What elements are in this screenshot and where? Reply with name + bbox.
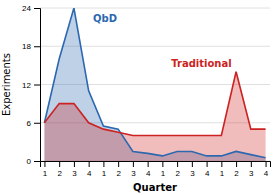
tick-mark (34, 161, 40, 162)
tick: 12 (22, 81, 40, 90)
tick-mark (118, 161, 119, 167)
marks (44, 8, 265, 161)
tick: 1 (161, 161, 166, 178)
tick-label: 4 (205, 169, 210, 178)
tick-mark (251, 161, 252, 167)
plot: 123412341234123406121824QbDTraditional (22, 4, 270, 178)
tick-label: 2 (57, 169, 62, 178)
tick-mark (221, 161, 222, 167)
tick-label: 4 (146, 169, 151, 178)
tick: 1 (220, 161, 225, 178)
tick: 4 (264, 161, 269, 178)
tick: 4 (146, 161, 151, 178)
tick: 3 (72, 161, 77, 178)
x-axis: 1234123412341234 (41, 161, 271, 178)
tick-mark (148, 161, 149, 167)
y-axis: 0 6 12 18 24 (22, 4, 40, 166)
area (44, 72, 265, 161)
tick-label: 3 (72, 169, 77, 178)
tick-label: 12 (22, 81, 31, 90)
tick: 2 (175, 161, 180, 178)
tick: 2 (57, 161, 62, 178)
tick: 4 (87, 161, 92, 178)
tick: 2 (234, 161, 239, 178)
tick: 6 (27, 119, 40, 128)
tick-mark (44, 161, 45, 167)
tick-label: 4 (264, 169, 269, 178)
tick-mark (34, 85, 40, 86)
tick: 1 (43, 161, 48, 178)
series-label: QbD (93, 13, 117, 24)
tick-mark (34, 8, 40, 9)
tick-label: 3 (131, 169, 136, 178)
tick-label: 1 (161, 169, 166, 178)
chart: 123412341234123406121824QbDTraditionalQu… (0, 0, 278, 195)
tick: 24 (22, 4, 40, 13)
grid (40, 8, 270, 161)
tick-mark (236, 161, 237, 167)
tick-mark (74, 161, 75, 167)
tick-label: 2 (175, 169, 180, 178)
tick-label: 1 (43, 169, 48, 178)
tick-label: 4 (87, 169, 92, 178)
tick-mark (34, 46, 40, 47)
tick-label: 3 (249, 169, 254, 178)
tick: 3 (131, 161, 136, 178)
tick-mark (177, 161, 178, 167)
tick-label: 1 (102, 169, 107, 178)
tick: 4 (205, 161, 210, 178)
tick-label: 24 (22, 4, 31, 13)
area (44, 8, 265, 161)
tick: 3 (190, 161, 195, 178)
tick-label: 2 (234, 169, 239, 178)
tick: 3 (249, 161, 254, 178)
tick-mark (192, 161, 193, 167)
tick-label: 6 (27, 119, 32, 128)
tick-label: 3 (190, 169, 195, 178)
tick-label: 1 (220, 169, 225, 178)
tick-mark (133, 161, 134, 167)
x-axis-title: Quarter (133, 182, 177, 193)
tick-mark (34, 123, 40, 124)
tick-mark (103, 161, 104, 167)
tick-mark (207, 161, 208, 167)
tick: 18 (22, 42, 40, 51)
line (44, 72, 265, 136)
tick-label: 18 (22, 42, 31, 51)
tick: 0 (27, 157, 40, 166)
tick-mark (59, 161, 60, 167)
tick-mark (162, 161, 163, 167)
axis-line (34, 9, 41, 162)
tick: 1 (102, 161, 107, 178)
line (44, 8, 265, 158)
tick-label: 0 (27, 157, 32, 166)
tick-mark (266, 161, 267, 167)
tick-label: 2 (116, 169, 121, 178)
axis-line (41, 162, 271, 168)
tick: 2 (116, 161, 121, 178)
tick-mark (89, 161, 90, 167)
series-label: Traditional (171, 58, 231, 69)
y-axis-title: Experiments (1, 53, 12, 116)
